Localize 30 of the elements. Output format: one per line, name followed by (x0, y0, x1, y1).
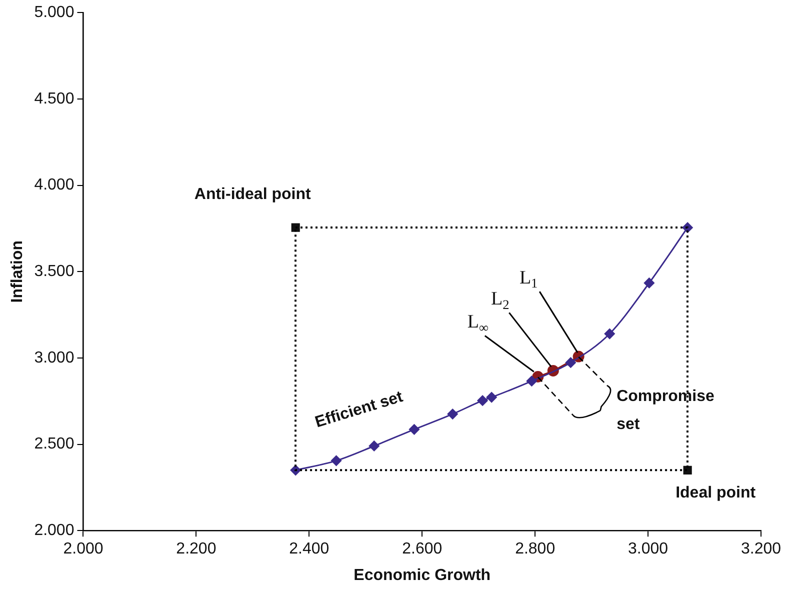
y-tick-label: 4.500 (34, 90, 74, 108)
annotation: L∞ (467, 312, 488, 335)
y-tick-label: 3.000 (34, 349, 74, 366)
x-axis-title: Economic Growth (354, 566, 491, 584)
y-axis-title: Inflation (9, 240, 26, 303)
x-tick-label: 2.200 (176, 540, 216, 558)
point (368, 440, 380, 452)
x-tick-label: 3.000 (628, 540, 668, 558)
annotation: Ideal point (676, 484, 756, 502)
point (604, 328, 615, 340)
point (526, 376, 537, 386)
y-tick-label: 2.000 (34, 522, 74, 540)
y-tick-label: 5.000 (34, 4, 74, 22)
annotation: Compromise set (616, 388, 714, 433)
x-tick-label: 2.600 (402, 540, 442, 558)
point (331, 455, 342, 466)
x-tick-label: 2.400 (289, 540, 330, 558)
y-tick-label: 3.500 (34, 263, 74, 280)
point (644, 278, 654, 288)
x-tick-label: 3.200 (740, 540, 782, 558)
y-tick-label: 2.500 (34, 436, 74, 453)
point (477, 395, 488, 406)
point (447, 408, 458, 420)
point (408, 424, 420, 435)
point (486, 392, 497, 403)
x-tick-label: 2.800 (515, 540, 556, 558)
x-tick-label: 2.000 (63, 540, 104, 558)
point (565, 357, 576, 368)
y-tick-label: 4.000 (34, 176, 74, 194)
annotation: Anti-ideal point (194, 186, 312, 203)
